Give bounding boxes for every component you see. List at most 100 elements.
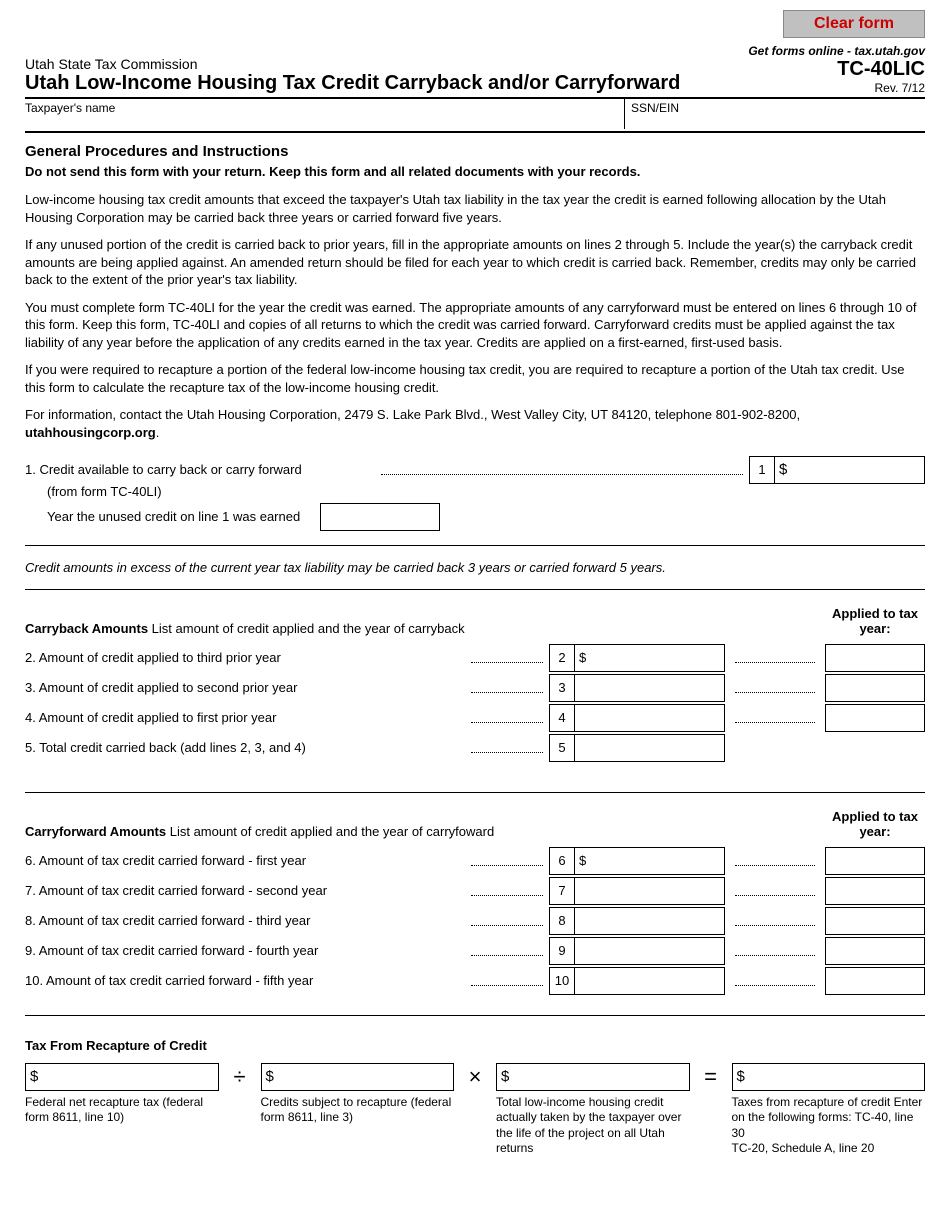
p5-text: For information, contact the Utah Housin… (25, 407, 800, 422)
carryforward-label: 8. Amount of tax credit carried forward … (25, 913, 465, 928)
line1-year-label: Year the unused credit on line 1 was ear… (47, 509, 300, 524)
recap-desc-1: Federal net recapture tax (federal form … (25, 1095, 219, 1126)
carryback-row: 4. Amount of credit applied to first pri… (25, 704, 925, 732)
form-title: Utah Low-Income Housing Tax Credit Carry… (25, 72, 748, 95)
instruction-p1: Low-income housing tax credit amounts th… (25, 191, 925, 226)
agency-name: Utah State Tax Commission (25, 56, 748, 72)
multiply-op: × (464, 1063, 486, 1091)
line1-amount[interactable]: $ (775, 456, 925, 484)
leader-dots (735, 713, 815, 723)
divide-op: ÷ (229, 1063, 251, 1091)
clear-form-button[interactable]: Clear form (783, 10, 925, 38)
leader-dots (735, 856, 815, 866)
p5-link: utahhousingcorp.org (25, 425, 156, 440)
carryforward-line-number: 9 (549, 937, 575, 965)
carryforward-title: Carryforward Amounts (25, 824, 166, 839)
instruction-p2: If any unused portion of the credit is c… (25, 236, 925, 289)
line1-number: 1 (749, 456, 775, 484)
line1-from: (from form TC-40LI) (25, 484, 925, 499)
leader-dots (735, 976, 815, 986)
carryforward-row: 8. Amount of tax credit carried forward … (25, 907, 925, 935)
leader-dots (735, 886, 815, 896)
carryforward-year-input[interactable] (825, 967, 925, 995)
carryforward-label: 7. Amount of tax credit carried forward … (25, 883, 465, 898)
carryforward-year-input[interactable] (825, 937, 925, 965)
carryback-title: Carryback Amounts (25, 621, 148, 636)
carryforward-year-input[interactable] (825, 877, 925, 905)
recap-box-2[interactable]: $ (261, 1063, 455, 1091)
recap-desc-2: Credits subject to recapture (federal fo… (261, 1095, 455, 1126)
leader-dots (471, 946, 543, 956)
leader-dots (735, 653, 815, 663)
equals-op: = (700, 1063, 722, 1091)
carryforward-label: 10. Amount of tax credit carried forward… (25, 973, 465, 988)
instruction-p4: If you were required to recapture a port… (25, 361, 925, 396)
carry-note: Credit amounts in excess of the current … (25, 560, 925, 575)
carryforward-line-number: 8 (549, 907, 575, 935)
carryback-line-number: 2 (549, 644, 575, 672)
carryforward-desc: List amount of credit applied and the ye… (166, 824, 494, 839)
carryback-row: 5. Total credit carried back (add lines … (25, 734, 925, 762)
carryforward-row: 10. Amount of tax credit carried forward… (25, 967, 925, 995)
leader-dots (471, 886, 543, 896)
carryforward-line-number: 7 (549, 877, 575, 905)
carryforward-row: 6. Amount of tax credit carried forward … (25, 847, 925, 875)
carryforward-amount-input[interactable] (575, 907, 725, 935)
leader-dots (471, 683, 543, 693)
form-code: TC-40LIC (748, 58, 925, 81)
online-note: Get forms online - tax.utah.gov (748, 44, 925, 58)
carryforward-row: 7. Amount of tax credit carried forward … (25, 877, 925, 905)
carryback-amount-input[interactable] (575, 734, 725, 762)
carryback-year-input[interactable] (825, 674, 925, 702)
carryback-line-number: 3 (549, 674, 575, 702)
recap-box-3[interactable]: $ (496, 1063, 690, 1091)
line1-label: 1. Credit available to carry back or car… (25, 462, 302, 477)
carryback-amount-input[interactable] (575, 674, 725, 702)
carryback-year-input[interactable] (825, 704, 925, 732)
leader-dots (471, 916, 543, 926)
carryforward-label: 9. Amount of tax credit carried forward … (25, 943, 465, 958)
taxpayer-name-label: Taxpayer's name (25, 99, 625, 129)
carryback-row: 3. Amount of credit applied to second pr… (25, 674, 925, 702)
carryforward-line-number: 10 (549, 967, 575, 995)
carryforward-amount-input[interactable] (575, 877, 725, 905)
line1-year-input[interactable] (320, 503, 440, 531)
leader-dots (735, 683, 815, 693)
carryforward-line-number: 6 (549, 847, 575, 875)
carryforward-year-input[interactable] (825, 907, 925, 935)
carryforward-amount-input[interactable] (575, 967, 725, 995)
carryforward-row: 9. Amount of tax credit carried forward … (25, 937, 925, 965)
carryforward-label: 6. Amount of tax credit carried forward … (25, 853, 465, 868)
carryback-label: 4. Amount of credit applied to first pri… (25, 710, 465, 725)
carryback-label: 3. Amount of credit applied to second pr… (25, 680, 465, 695)
carryback-year-input[interactable] (825, 644, 925, 672)
applied-to-header-cb: Applied to tax year: (825, 606, 925, 636)
carryback-row: 2. Amount of credit applied to third pri… (25, 644, 925, 672)
carryback-amount-input[interactable]: $ (575, 644, 725, 672)
carryforward-year-input[interactable] (825, 847, 925, 875)
leader-dots (471, 713, 543, 723)
carryback-label: 2. Amount of credit applied to third pri… (25, 650, 465, 665)
carryforward-amount-input[interactable]: $ (575, 847, 725, 875)
revision: Rev. 7/12 (748, 81, 925, 95)
recap-desc-4: Taxes from recapture of credit Enter on … (732, 1095, 926, 1157)
leader-dots (471, 653, 543, 663)
procedures-heading: General Procedures and Instructions (25, 143, 925, 160)
leader-dots (735, 916, 815, 926)
p5-period: . (156, 425, 160, 440)
carryback-amount-input[interactable] (575, 704, 725, 732)
instruction-p5: For information, contact the Utah Housin… (25, 406, 925, 441)
applied-to-header-cf: Applied to tax year: (825, 809, 925, 839)
ssn-ein-label: SSN/EIN (625, 99, 925, 129)
recapture-title: Tax From Recapture of Credit (25, 1038, 925, 1053)
carryback-line-number: 4 (549, 704, 575, 732)
recap-box-4[interactable]: $ (732, 1063, 926, 1091)
recap-desc-3: Total low-income housing credit actually… (496, 1095, 690, 1157)
carryback-desc: List amount of credit applied and the ye… (148, 621, 465, 636)
carryback-label: 5. Total credit carried back (add lines … (25, 740, 465, 755)
carryforward-amount-input[interactable] (575, 937, 725, 965)
instruction-p3: You must complete form TC-40LI for the y… (25, 299, 925, 352)
recap-box-1[interactable]: $ (25, 1063, 219, 1091)
leader-dots (381, 465, 743, 475)
carryback-line-number: 5 (549, 734, 575, 762)
